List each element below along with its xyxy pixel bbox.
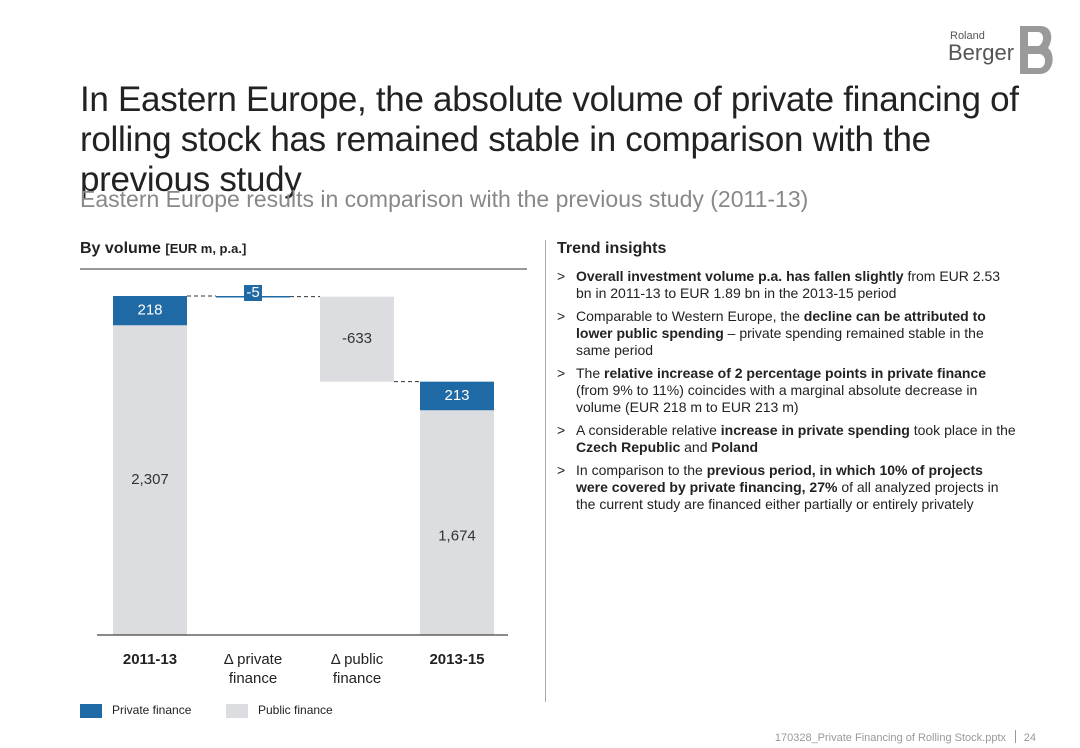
logo-mark xyxy=(1020,26,1053,74)
insight-text: of all analyzed projects in the current … xyxy=(576,479,999,512)
insight-bold: relative increase of 2 percentage points… xyxy=(604,365,987,381)
legend-swatch xyxy=(80,704,102,718)
x-tick-label: Δ public finance xyxy=(330,651,384,687)
insight-text: Comparable to Western Europe, the xyxy=(576,308,804,324)
subtitle: Eastern Europe results in comparison wit… xyxy=(80,186,809,212)
footer-separator xyxy=(1015,730,1016,743)
insight-item: In comparison to the previous period, in… xyxy=(557,462,1017,513)
insight-text: A considerable relative xyxy=(576,422,721,438)
insights-list: Overall investment volume p.a. has falle… xyxy=(557,268,1017,519)
insight-bold: increase in private spending xyxy=(720,422,910,438)
legend-label: Private finance xyxy=(112,703,192,717)
brand: Berger xyxy=(948,40,1015,65)
insight-text: from EUR 2.53 bn in 2011-13 to EUR 1.89 … xyxy=(576,268,1001,301)
x-tick-label: 2011-13 xyxy=(122,651,178,668)
insight-text: took place in the xyxy=(909,422,1016,438)
label-box xyxy=(244,285,262,301)
insight-text: The xyxy=(576,365,605,381)
insight-text: and xyxy=(680,439,712,455)
bar xyxy=(420,381,494,411)
insight-text: (from 9% to 11%) coincides with a margin… xyxy=(576,382,978,415)
insights-title: Trend insights xyxy=(557,240,667,257)
legend-swatch xyxy=(226,704,248,718)
insight-item: Overall investment volume p.a. has falle… xyxy=(557,268,1017,302)
chart-title: By volume [EUR m, p.a.] xyxy=(80,240,246,258)
value-label: -633 xyxy=(342,330,372,347)
chart: 2,307 218 -5 -633 1,674 213 Private finance Pub… xyxy=(80,284,508,718)
chart-unit: [EUR m, p.a.] xyxy=(165,241,247,256)
value-label: 1,674 xyxy=(438,527,476,544)
insight-item: A considerable relative increase in priv… xyxy=(557,422,1017,456)
bar xyxy=(320,296,394,382)
insight-text: – private spending remained stable in th… xyxy=(576,325,984,358)
value-label: 2,307 xyxy=(131,471,169,488)
legend-label: Public finance xyxy=(258,703,333,717)
value-label: 218 xyxy=(137,302,162,319)
title: In Eastern Europe, the absolute volume o… xyxy=(80,80,1019,199)
bar xyxy=(113,325,187,635)
x-tick-label: Δ private finance xyxy=(223,651,283,687)
chart-title-text: By volume xyxy=(80,240,161,257)
insight-item: Comparable to Western Europe, the declin… xyxy=(557,308,1017,359)
insight-text: In comparison to the xyxy=(576,462,707,478)
insight-item: The relative increase of 2 percentage po… xyxy=(557,365,1017,416)
value-label: -5 xyxy=(246,284,259,301)
brand-small: Roland xyxy=(950,30,985,42)
page-number: 24 xyxy=(1023,732,1036,744)
insight-bold: decline can be attributed to lower publi… xyxy=(576,308,986,341)
value-label: 213 xyxy=(444,387,469,404)
rule xyxy=(80,268,527,270)
footer-file: 170328_Private Financing of Rolling Stoc… xyxy=(774,732,1006,744)
insight-bold: Overall investment volume p.a. has falle… xyxy=(576,268,904,284)
x-tick-label: 2013-15 xyxy=(429,651,485,668)
divider xyxy=(545,240,546,702)
insight-bold: Czech Republic xyxy=(576,439,681,455)
bar xyxy=(113,296,187,326)
insight-bold: previous period, in which 10% of project… xyxy=(576,462,983,495)
insight-bold: Poland xyxy=(711,439,759,455)
bar xyxy=(420,410,494,635)
